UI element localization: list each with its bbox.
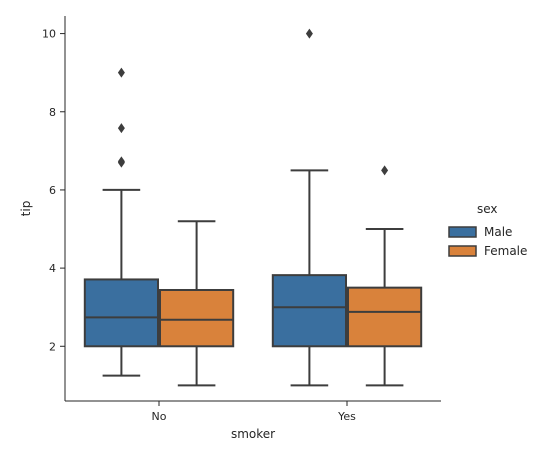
legend-swatch-female [448,245,477,257]
y-tick-label: 6 [49,184,56,197]
legend-label-male: Male [484,225,512,239]
y-tick-label: 4 [49,262,56,275]
iqr-box [83,278,159,348]
outlier-point [305,28,313,39]
y-tick-label: 10 [42,28,56,41]
legend-title: sex [477,202,498,216]
y-tick-label: 8 [49,106,56,119]
x-tick-label: Yes [337,410,356,423]
outlier-point [117,123,125,134]
legend-label-female: Female [484,244,527,258]
box-female-yes [347,165,423,387]
x-axis-title: smoker [231,427,275,441]
y-tick-label: 2 [49,340,56,353]
iqr-box [271,274,347,348]
x-tick-label: No [152,410,167,423]
outlier-point [117,156,125,167]
y-axis-title: tip [19,201,33,217]
box-series [83,28,423,387]
axes: 2 4 6 8 10 No Yes [42,16,441,423]
box-female-no [159,220,235,387]
legend-swatch-male [448,226,477,238]
box-male-no [83,67,159,377]
outlier-point [117,67,125,78]
box-male-yes [271,28,347,387]
outlier-point [381,165,389,176]
iqr-box [159,288,235,348]
legend: sex Male Female [448,202,527,258]
iqr-box [347,286,423,348]
